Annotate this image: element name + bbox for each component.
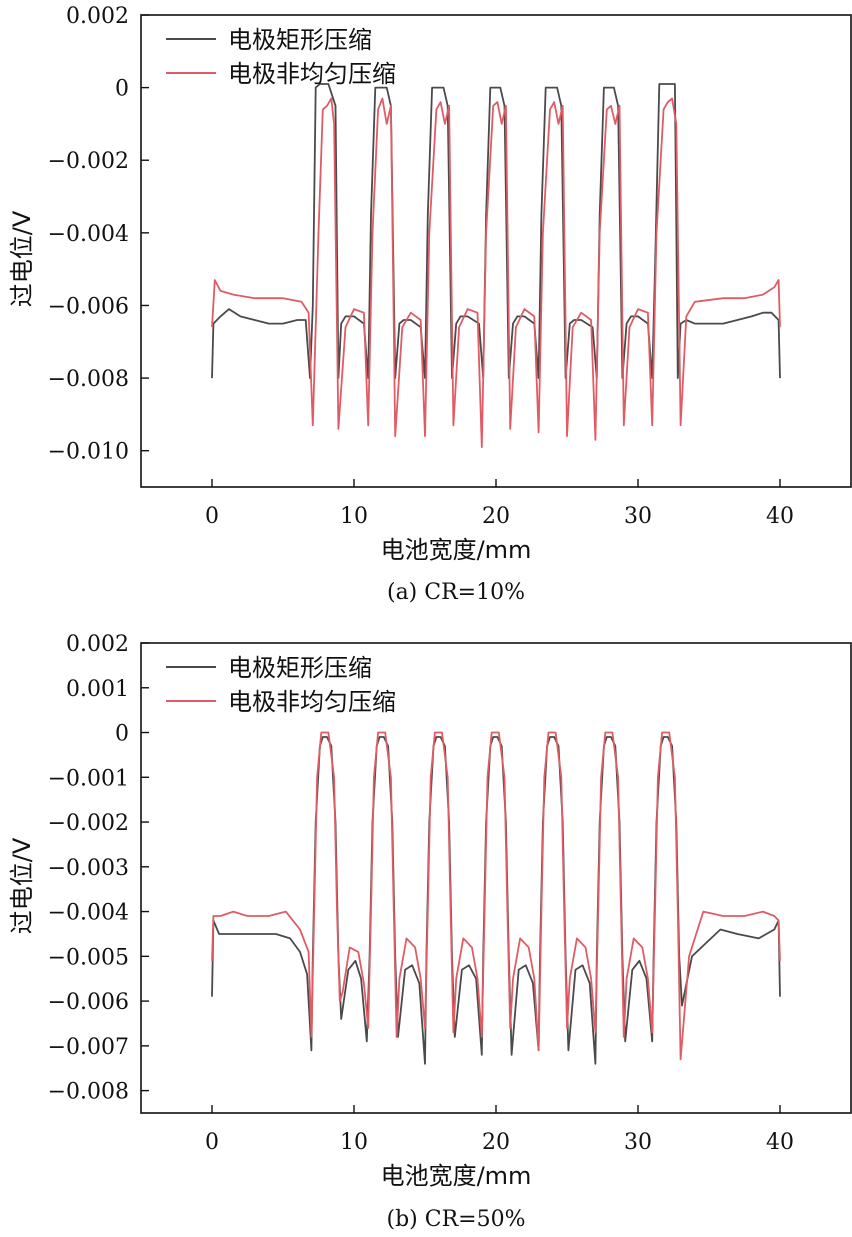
x-axis-label: 电池宽度/mm bbox=[381, 536, 532, 564]
y-tick-label: −0.004 bbox=[48, 222, 129, 247]
series-line-rect-compression bbox=[211, 83, 781, 380]
y-tick-label: −0.002 bbox=[48, 149, 129, 174]
y-tick-label: −0.004 bbox=[48, 901, 129, 926]
x-tick-label: 20 bbox=[482, 504, 510, 529]
x-tick-label: 0 bbox=[205, 504, 219, 529]
legend-label: 电极矩形压缩 bbox=[228, 654, 372, 682]
x-tick-label: 40 bbox=[766, 1130, 794, 1155]
figure-caption: (a) CR=10% bbox=[387, 580, 525, 605]
y-tick-label: −0.008 bbox=[48, 367, 129, 392]
series-line-nonuniform-compression bbox=[211, 97, 781, 449]
y-tick-label: 0.002 bbox=[66, 632, 129, 657]
y-tick-label: −0.007 bbox=[48, 1035, 129, 1060]
y-tick-label: −0.008 bbox=[48, 1080, 129, 1105]
figure-caption: (b) CR=50% bbox=[387, 1207, 526, 1232]
x-tick-label: 30 bbox=[624, 1130, 652, 1155]
series-line-rect-compression bbox=[211, 736, 781, 1065]
y-tick-label: −0.002 bbox=[48, 811, 129, 836]
y-tick-label: −0.006 bbox=[48, 990, 129, 1015]
x-tick-label: 30 bbox=[624, 504, 652, 529]
y-tick-label: −0.001 bbox=[48, 766, 129, 791]
y-tick-label: 0.002 bbox=[66, 4, 129, 29]
x-axis-label: 电池宽度/mm bbox=[381, 1162, 532, 1190]
legend-label: 电极矩形压缩 bbox=[228, 26, 372, 54]
x-tick-label: 0 bbox=[205, 1130, 219, 1155]
y-tick-label: 0 bbox=[115, 722, 129, 747]
x-tick-label: 40 bbox=[766, 504, 794, 529]
y-tick-label: 0.001 bbox=[66, 677, 129, 702]
chart-b: 0.002 0.001 0 −0.001 −0.002 −0.003 −0.004 −0.00… bbox=[8, 632, 852, 1232]
legend-label: 电极非均匀压缩 bbox=[228, 688, 396, 716]
x-tick-label: 10 bbox=[340, 504, 368, 529]
x-tick-label: 20 bbox=[482, 1130, 510, 1155]
x-tick-label: 10 bbox=[340, 1130, 368, 1155]
y-tick-label: −0.006 bbox=[48, 294, 129, 319]
y-axis-label: 过电位/V bbox=[8, 210, 36, 307]
y-tick-label: −0.010 bbox=[48, 440, 129, 465]
y-tick-label: 0 bbox=[115, 77, 129, 102]
y-axis-label: 过电位/V bbox=[8, 837, 36, 934]
series-line-nonuniform-compression bbox=[211, 731, 781, 1061]
y-tick-label: −0.005 bbox=[48, 945, 129, 970]
y-tick-label: −0.003 bbox=[48, 856, 129, 881]
legend-label: 电极非均匀压缩 bbox=[228, 60, 396, 88]
chart-a: 0.002 0 −0.002 −0.004 −0.006 −0.008 −0.010 0 10 2… bbox=[8, 4, 852, 605]
